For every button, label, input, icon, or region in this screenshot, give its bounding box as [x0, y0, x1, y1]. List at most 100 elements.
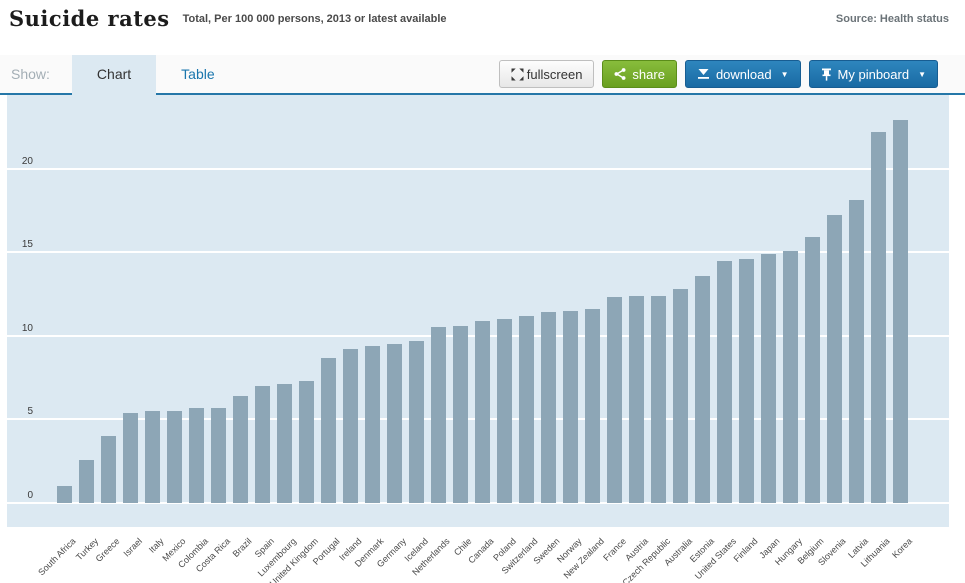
share-button[interactable]: share	[602, 60, 677, 88]
x-slot-turkey: Turkey	[74, 527, 100, 583]
x-slot-italy: Italy	[145, 527, 166, 583]
x-slot-japan: Japan	[758, 527, 782, 583]
bar-greece[interactable]	[101, 436, 116, 503]
bar-sweden[interactable]	[541, 312, 556, 503]
bar-israel[interactable]	[123, 412, 138, 503]
x-slot-costa-rica: Costa Rica	[194, 527, 232, 583]
bar-australia[interactable]	[673, 289, 688, 503]
x-slot-finland: Finland	[732, 527, 760, 583]
x-slot-lithuania: Lithuania	[859, 527, 892, 583]
pinboard-button[interactable]: My pinboard ▼	[808, 60, 938, 88]
pinboard-caret-icon: ▼	[918, 69, 926, 79]
y-tick-0: 0	[27, 490, 33, 501]
x-slot-hungary: Hungary	[773, 527, 804, 583]
bar-brazil[interactable]	[233, 396, 248, 503]
tab-chart[interactable]: Chart	[71, 55, 157, 93]
x-slot-brazil: Brazil	[231, 527, 254, 583]
bar-netherlands[interactable]	[431, 327, 446, 503]
bar-germany[interactable]	[387, 344, 402, 503]
x-slot-portugal: Portugal	[311, 527, 342, 583]
x-slot-south-africa: South Africa	[37, 527, 78, 583]
bar-costa-rica[interactable]	[211, 407, 226, 503]
chart-subtitle: Total, Per 100 000 persons, 2013 or late…	[182, 13, 447, 25]
gridline-20	[7, 167, 949, 170]
bar-mexico[interactable]	[167, 411, 182, 503]
x-slot-greece: Greece	[94, 527, 122, 583]
x-slot-israel: Israel	[121, 527, 144, 583]
download-icon	[697, 68, 710, 80]
y-tick-20: 20	[21, 155, 33, 167]
share-label: share	[632, 66, 665, 82]
bar-switzerland[interactable]	[519, 315, 534, 503]
bar-estonia[interactable]	[695, 275, 710, 503]
x-slot-sweden: Sweden	[532, 527, 562, 583]
bar-latvia[interactable]	[849, 200, 864, 503]
bar-austria[interactable]	[629, 295, 644, 503]
x-slot-denmark: Denmark	[353, 527, 386, 583]
bar-hungary[interactable]	[783, 250, 798, 503]
download-caret-icon: ▼	[780, 69, 789, 79]
bar-japan[interactable]	[761, 253, 776, 503]
x-slot-ireland: Ireland	[338, 527, 365, 583]
bar-iceland[interactable]	[409, 340, 424, 503]
bar-united-kingdom[interactable]	[299, 380, 314, 503]
bar-new-zealand[interactable]	[585, 309, 600, 503]
download-button[interactable]: download ▼	[684, 60, 801, 88]
tab-chart-label: Chart	[96, 66, 132, 82]
button-group: fullscreen share download ▼	[498, 55, 965, 93]
bar-turkey[interactable]	[79, 459, 94, 503]
tab-table-label: Table	[181, 66, 215, 82]
header: Suicide rates Total, Per 100 000 persons…	[0, 0, 965, 55]
bar-ireland[interactable]	[343, 349, 358, 503]
show-label: Show:	[11, 66, 50, 82]
page-title: Suicide rates	[9, 6, 170, 31]
x-slot-belgium: Belgium	[796, 527, 826, 583]
x-label-south-africa: South Africa	[36, 536, 79, 578]
bar-poland[interactable]	[497, 319, 512, 503]
y-tick-15: 15	[21, 239, 33, 251]
bar-denmark[interactable]	[365, 345, 380, 503]
x-slot-new-zealand: New Zealand	[562, 527, 607, 583]
plot-area: 0 5 10 15 20	[7, 95, 949, 527]
toolbar: Show: Chart Table fullscreen	[0, 55, 965, 95]
x-slot-united-kingdom: United Kingdom	[268, 527, 320, 583]
x-label-korea: Korea	[890, 536, 915, 561]
bar-canada[interactable]	[475, 320, 490, 503]
share-icon	[614, 68, 626, 80]
bar-norway[interactable]	[563, 310, 578, 503]
x-slot-latvia: Latvia	[846, 527, 870, 583]
bar-portugal[interactable]	[321, 357, 336, 503]
bar-colombia[interactable]	[189, 407, 204, 503]
fullscreen-icon	[511, 68, 524, 81]
bar-belgium[interactable]	[805, 237, 820, 503]
x-slot-australia: Australia	[662, 527, 694, 583]
x-axis-labels: South Africa Turkey Greece Israel Italy Mexic…	[37, 527, 914, 583]
y-tick-10: 10	[21, 322, 33, 334]
x-slot-colombia: Colombia	[176, 527, 210, 583]
bar-france[interactable]	[607, 297, 622, 503]
x-label-finland: Finland	[732, 536, 761, 564]
x-slot-germany: Germany	[375, 527, 408, 583]
tab-table[interactable]: Table	[156, 55, 239, 93]
bar-spain[interactable]	[255, 386, 270, 503]
x-axis: South Africa Turkey Greece Israel Italy Mexic…	[7, 527, 949, 583]
bar-united-states[interactable]	[717, 260, 732, 503]
pinboard-label: My pinboard	[837, 66, 910, 82]
bar-czech-republic[interactable]	[651, 295, 666, 503]
x-slot-united-states: United States	[693, 527, 738, 583]
bar-chile[interactable]	[453, 325, 468, 503]
bar-series	[57, 95, 908, 503]
bar-south-africa[interactable]	[57, 486, 72, 503]
x-label-france: France	[601, 536, 629, 563]
gridline-15	[7, 251, 949, 254]
bar-slovenia[interactable]	[827, 215, 842, 503]
bar-italy[interactable]	[145, 411, 160, 503]
bar-luxembourg[interactable]	[277, 384, 292, 503]
bar-korea[interactable]	[893, 120, 908, 503]
bar-finland[interactable]	[739, 258, 754, 503]
x-slot-chile: Chile	[452, 527, 474, 583]
x-slot-netherlands: Netherlands	[411, 527, 452, 583]
fullscreen-button[interactable]: fullscreen	[498, 60, 595, 88]
bar-lithuania[interactable]	[871, 131, 886, 503]
x-label-brazil: Brazil	[231, 536, 255, 559]
